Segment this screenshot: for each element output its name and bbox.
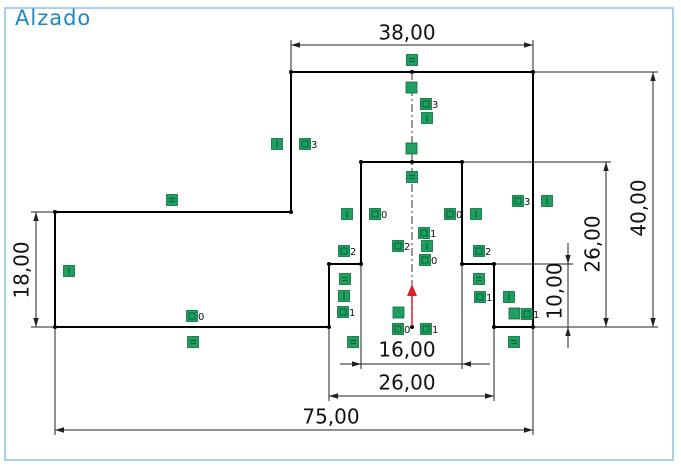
relation-icon (392, 323, 404, 335)
relation-count: 1 (430, 229, 436, 240)
relation-count: 0 (198, 312, 204, 323)
relation-icon (474, 291, 486, 303)
relation-icon (337, 306, 349, 318)
relation-icon (392, 240, 404, 252)
relation-icon (418, 227, 430, 239)
relation-count: 3 (311, 140, 317, 151)
relation-icon (508, 336, 520, 348)
relation-glyph (514, 197, 522, 205)
relation-icon (420, 323, 432, 335)
relation-icon (473, 245, 485, 257)
relation-glyph (421, 256, 429, 264)
relation-count: 0 (404, 325, 410, 336)
relation-icon (420, 98, 432, 110)
relation-glyph (301, 140, 309, 148)
dimension-value[interactable]: 26,00 (378, 371, 435, 395)
relation-icon (521, 308, 533, 320)
relation-icon (406, 54, 418, 66)
relation-count: 0 (431, 256, 437, 267)
relation-icon (405, 142, 418, 155)
dimension-value[interactable]: 10,00 (543, 262, 567, 319)
relation-count: 1 (533, 310, 539, 321)
relation-icon (339, 273, 351, 285)
relation-icon (347, 336, 359, 348)
relation-icon (392, 306, 405, 319)
origin-arrowhead (407, 284, 417, 296)
relation-glyph (394, 325, 402, 333)
relation-count: 0 (456, 210, 462, 221)
relation-icon (512, 195, 524, 207)
dimension-value[interactable]: 75,00 (302, 405, 359, 429)
relation-count: 2 (350, 247, 356, 258)
relation-glyph (422, 100, 430, 108)
relation-icon (406, 171, 418, 183)
relation-count: 3 (524, 197, 530, 208)
relation-glyph (340, 247, 348, 255)
view-title: Alzado (15, 6, 91, 30)
relation-count: 1 (432, 325, 438, 336)
relation-count: 0 (381, 210, 387, 221)
dimension-value[interactable]: 40,00 (627, 179, 651, 236)
relation-glyph (394, 242, 402, 250)
relation-icon (338, 245, 350, 257)
relation-icon (186, 310, 198, 322)
view-frame (4, 7, 674, 461)
relation-icon (508, 307, 521, 320)
relation-count: 3 (432, 100, 438, 111)
relation-icons: 3 3 0 0 3 1 2 2 0 2 1 1 0 1 0 1 (63, 54, 553, 348)
relation-glyph (422, 325, 430, 333)
relation-icon (419, 254, 431, 266)
relation-glyph (475, 247, 483, 255)
relation-count: 1 (486, 293, 492, 304)
relation-icon (166, 194, 178, 206)
dimension-value[interactable]: 26,00 (581, 215, 605, 272)
relation-glyph (446, 210, 454, 218)
relation-count: 1 (349, 308, 355, 319)
relation-glyph (188, 312, 196, 320)
relation-icon (369, 208, 381, 220)
relation-icon (473, 273, 485, 285)
relation-glyph (476, 293, 484, 301)
relation-count: 2 (404, 242, 410, 253)
relation-glyph (420, 229, 428, 237)
relation-icon (444, 208, 456, 220)
dimension-value[interactable]: 16,00 (378, 338, 435, 362)
relation-icon (405, 81, 418, 94)
dimension-value[interactable]: 38,00 (378, 21, 435, 45)
relation-icon (299, 138, 311, 150)
relation-glyph (523, 310, 531, 318)
relation-glyph (339, 308, 347, 316)
dimension-value[interactable]: 18,00 (10, 241, 34, 298)
relation-icon (187, 336, 199, 348)
relation-count: 2 (485, 247, 491, 258)
relation-glyph (371, 210, 379, 218)
dimension-lines (31, 40, 658, 435)
